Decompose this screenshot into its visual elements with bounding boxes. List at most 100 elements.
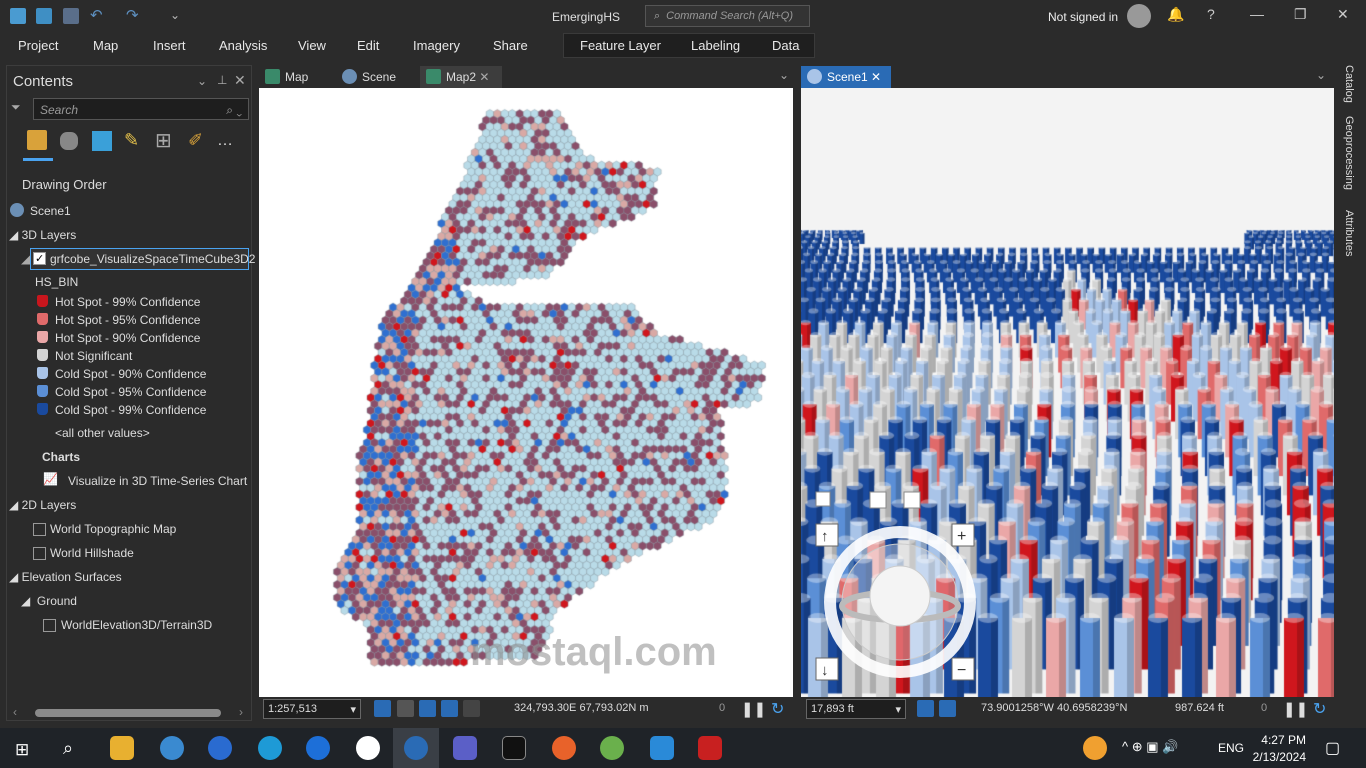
view-list-icon[interactable]: ⌄ bbox=[1316, 68, 1327, 82]
tab-project[interactable]: Project bbox=[18, 38, 59, 53]
refresh-icon[interactable]: ↻ bbox=[1313, 701, 1327, 718]
map2-hex-map[interactable] bbox=[259, 88, 793, 697]
language-indicator[interactable]: ENG bbox=[1218, 741, 1245, 755]
tab-map2-view[interactable]: Map2 ✕ bbox=[420, 66, 502, 88]
refresh-icon[interactable]: ↻ bbox=[771, 701, 785, 718]
restore-button[interactable]: ❐ bbox=[1294, 6, 1307, 22]
tab-share[interactable]: Share bbox=[493, 38, 528, 53]
group-ground[interactable]: ◢ Ground bbox=[21, 594, 77, 608]
firefox-icon[interactable] bbox=[552, 736, 576, 760]
more-icon[interactable]: … bbox=[217, 132, 233, 149]
clock-date[interactable]: 2/13/2024 bbox=[1252, 750, 1306, 764]
close-icon[interactable]: ✕ bbox=[479, 70, 490, 84]
bluetooth-icon[interactable] bbox=[306, 736, 330, 760]
undo-icon[interactable]: ↶ bbox=[90, 7, 103, 24]
minimize-button[interactable]: — bbox=[1250, 6, 1264, 22]
basemap-checkbox[interactable] bbox=[33, 523, 46, 536]
start-icon[interactable]: ⊞ bbox=[15, 740, 30, 759]
close-icon[interactable]: ✕ bbox=[234, 72, 246, 88]
fixed-zoom-icon[interactable] bbox=[917, 700, 934, 717]
search-app-icon[interactable] bbox=[160, 736, 184, 760]
qgis-icon[interactable] bbox=[600, 736, 624, 760]
scene-scale-select[interactable]: 17,893 ft ▾ bbox=[806, 699, 906, 719]
scroll-right-icon[interactable]: › bbox=[239, 705, 243, 719]
move-up-button[interactable] bbox=[815, 523, 839, 547]
close-icon[interactable]: ✕ bbox=[871, 70, 882, 84]
navigator-menu-icon[interactable] bbox=[815, 491, 831, 507]
contents-search-input[interactable]: Search ⌕ ⌄ bbox=[33, 98, 249, 120]
grid-icon[interactable] bbox=[397, 700, 414, 717]
video-app-icon[interactable] bbox=[698, 736, 722, 760]
save-project-icon[interactable] bbox=[63, 8, 79, 24]
tab-view[interactable]: View bbox=[298, 38, 326, 53]
tab-scene-view[interactable]: Scene bbox=[336, 66, 396, 88]
pin-icon[interactable]: ⊥ bbox=[217, 73, 228, 87]
sign-in-status[interactable]: Not signed in bbox=[1048, 10, 1119, 24]
snapping-icon[interactable] bbox=[419, 700, 436, 717]
chart-item[interactable]: Visualize in 3D Time-Series Chart bbox=[68, 474, 248, 488]
snapping-icon[interactable] bbox=[939, 700, 956, 717]
tab-map-view[interactable]: Map bbox=[259, 66, 308, 88]
group-2d-layers[interactable]: ◢ 2D Layers bbox=[9, 498, 77, 512]
horizontal-scrollbar[interactable] bbox=[35, 709, 221, 717]
zoom-in-button[interactable] bbox=[951, 523, 975, 547]
pause-drawing-icon[interactable]: ❚❚ bbox=[1283, 701, 1309, 718]
clock-time[interactable]: 4:27 PM bbox=[1261, 733, 1306, 747]
tab-analysis[interactable]: Analysis bbox=[219, 38, 268, 53]
map-scale-select[interactable]: 1:257,513 ▾ bbox=[263, 699, 361, 719]
zoom-app-icon[interactable] bbox=[208, 736, 232, 760]
list-by-selection-icon[interactable] bbox=[92, 131, 112, 151]
fixed-zoom-icon[interactable] bbox=[374, 700, 391, 717]
navigator-control[interactable]: ↑ + ↓ − bbox=[810, 488, 980, 688]
notifications-icon[interactable]: 🔔 bbox=[1167, 6, 1185, 22]
command-search-input[interactable]: ⌕ Command Search (Alt+Q) bbox=[645, 5, 810, 27]
new-project-icon[interactable] bbox=[10, 8, 26, 24]
redo-icon[interactable]: ↷ bbox=[126, 7, 139, 24]
catalog-tab[interactable]: Catalog bbox=[1343, 65, 1355, 103]
walk-icon[interactable] bbox=[903, 491, 921, 509]
tab-scene1-view[interactable]: Scene1 ✕ bbox=[801, 66, 891, 88]
pan-icon[interactable] bbox=[869, 491, 887, 509]
open-project-icon[interactable] bbox=[36, 8, 52, 24]
scene-item[interactable]: Scene1 bbox=[30, 204, 71, 218]
basemap-item[interactable]: World Hillshade bbox=[50, 546, 134, 560]
list-by-editing-icon[interactable]: ✎ bbox=[124, 130, 140, 150]
notification-center-icon[interactable]: ▢ bbox=[1325, 740, 1341, 757]
expand-icon[interactable]: ◢ bbox=[21, 252, 31, 266]
pane-options-icon[interactable]: ⌄ bbox=[197, 74, 208, 88]
group-elevation[interactable]: ◢ Elevation Surfaces bbox=[9, 570, 122, 584]
navigator-globe[interactable] bbox=[869, 565, 931, 627]
customize-toolbar-icon[interactable]: ⌄ bbox=[170, 8, 181, 22]
elevation-item[interactable]: WorldElevation3D/Terrain3D bbox=[61, 618, 213, 632]
arcgis-pro-icon[interactable] bbox=[404, 736, 428, 760]
close-window-button[interactable]: ✕ bbox=[1337, 6, 1349, 22]
zoom-out-button[interactable] bbox=[951, 657, 975, 681]
pause-drawing-icon[interactable]: ❚❚ bbox=[741, 701, 767, 718]
tab-edit[interactable]: Edit bbox=[357, 38, 380, 53]
tray-icons[interactable]: ^ ⊕ ▣ 🔊 bbox=[1122, 739, 1179, 754]
north-arrow-icon[interactable] bbox=[463, 700, 480, 717]
list-by-snapping-icon[interactable]: ⊞ bbox=[155, 130, 172, 152]
file-explorer-icon[interactable] bbox=[110, 736, 134, 760]
tab-map[interactable]: Map bbox=[93, 38, 119, 53]
vscode-icon[interactable] bbox=[650, 736, 674, 760]
view-list-icon[interactable]: ⌄ bbox=[779, 68, 790, 82]
move-down-button[interactable] bbox=[815, 657, 839, 681]
group-3d-layers[interactable]: ◢ 3D Layers bbox=[9, 228, 77, 242]
scroll-left-icon[interactable]: ‹ bbox=[13, 705, 17, 719]
tab-labeling[interactable]: Labeling bbox=[691, 38, 741, 53]
layer-visibility-checkbox[interactable]: ✓ bbox=[33, 252, 46, 265]
scene1-3d-view[interactable] bbox=[801, 88, 1334, 697]
geoprocessing-tab[interactable]: Geoprocessing bbox=[1343, 116, 1355, 190]
elevation-checkbox[interactable] bbox=[43, 619, 56, 632]
avatar[interactable] bbox=[1127, 4, 1151, 28]
constraints-icon[interactable] bbox=[441, 700, 458, 717]
list-by-drawing-order-icon[interactable] bbox=[27, 130, 47, 150]
weather-icon[interactable] bbox=[1083, 736, 1107, 760]
filter-icon[interactable]: ⏷ bbox=[11, 100, 21, 114]
help-icon[interactable]: ? bbox=[1207, 6, 1215, 22]
selected-layer[interactable] bbox=[30, 248, 249, 270]
list-by-source-icon[interactable] bbox=[60, 132, 78, 150]
edge-icon[interactable] bbox=[258, 736, 282, 760]
tab-insert[interactable]: Insert bbox=[153, 38, 186, 53]
